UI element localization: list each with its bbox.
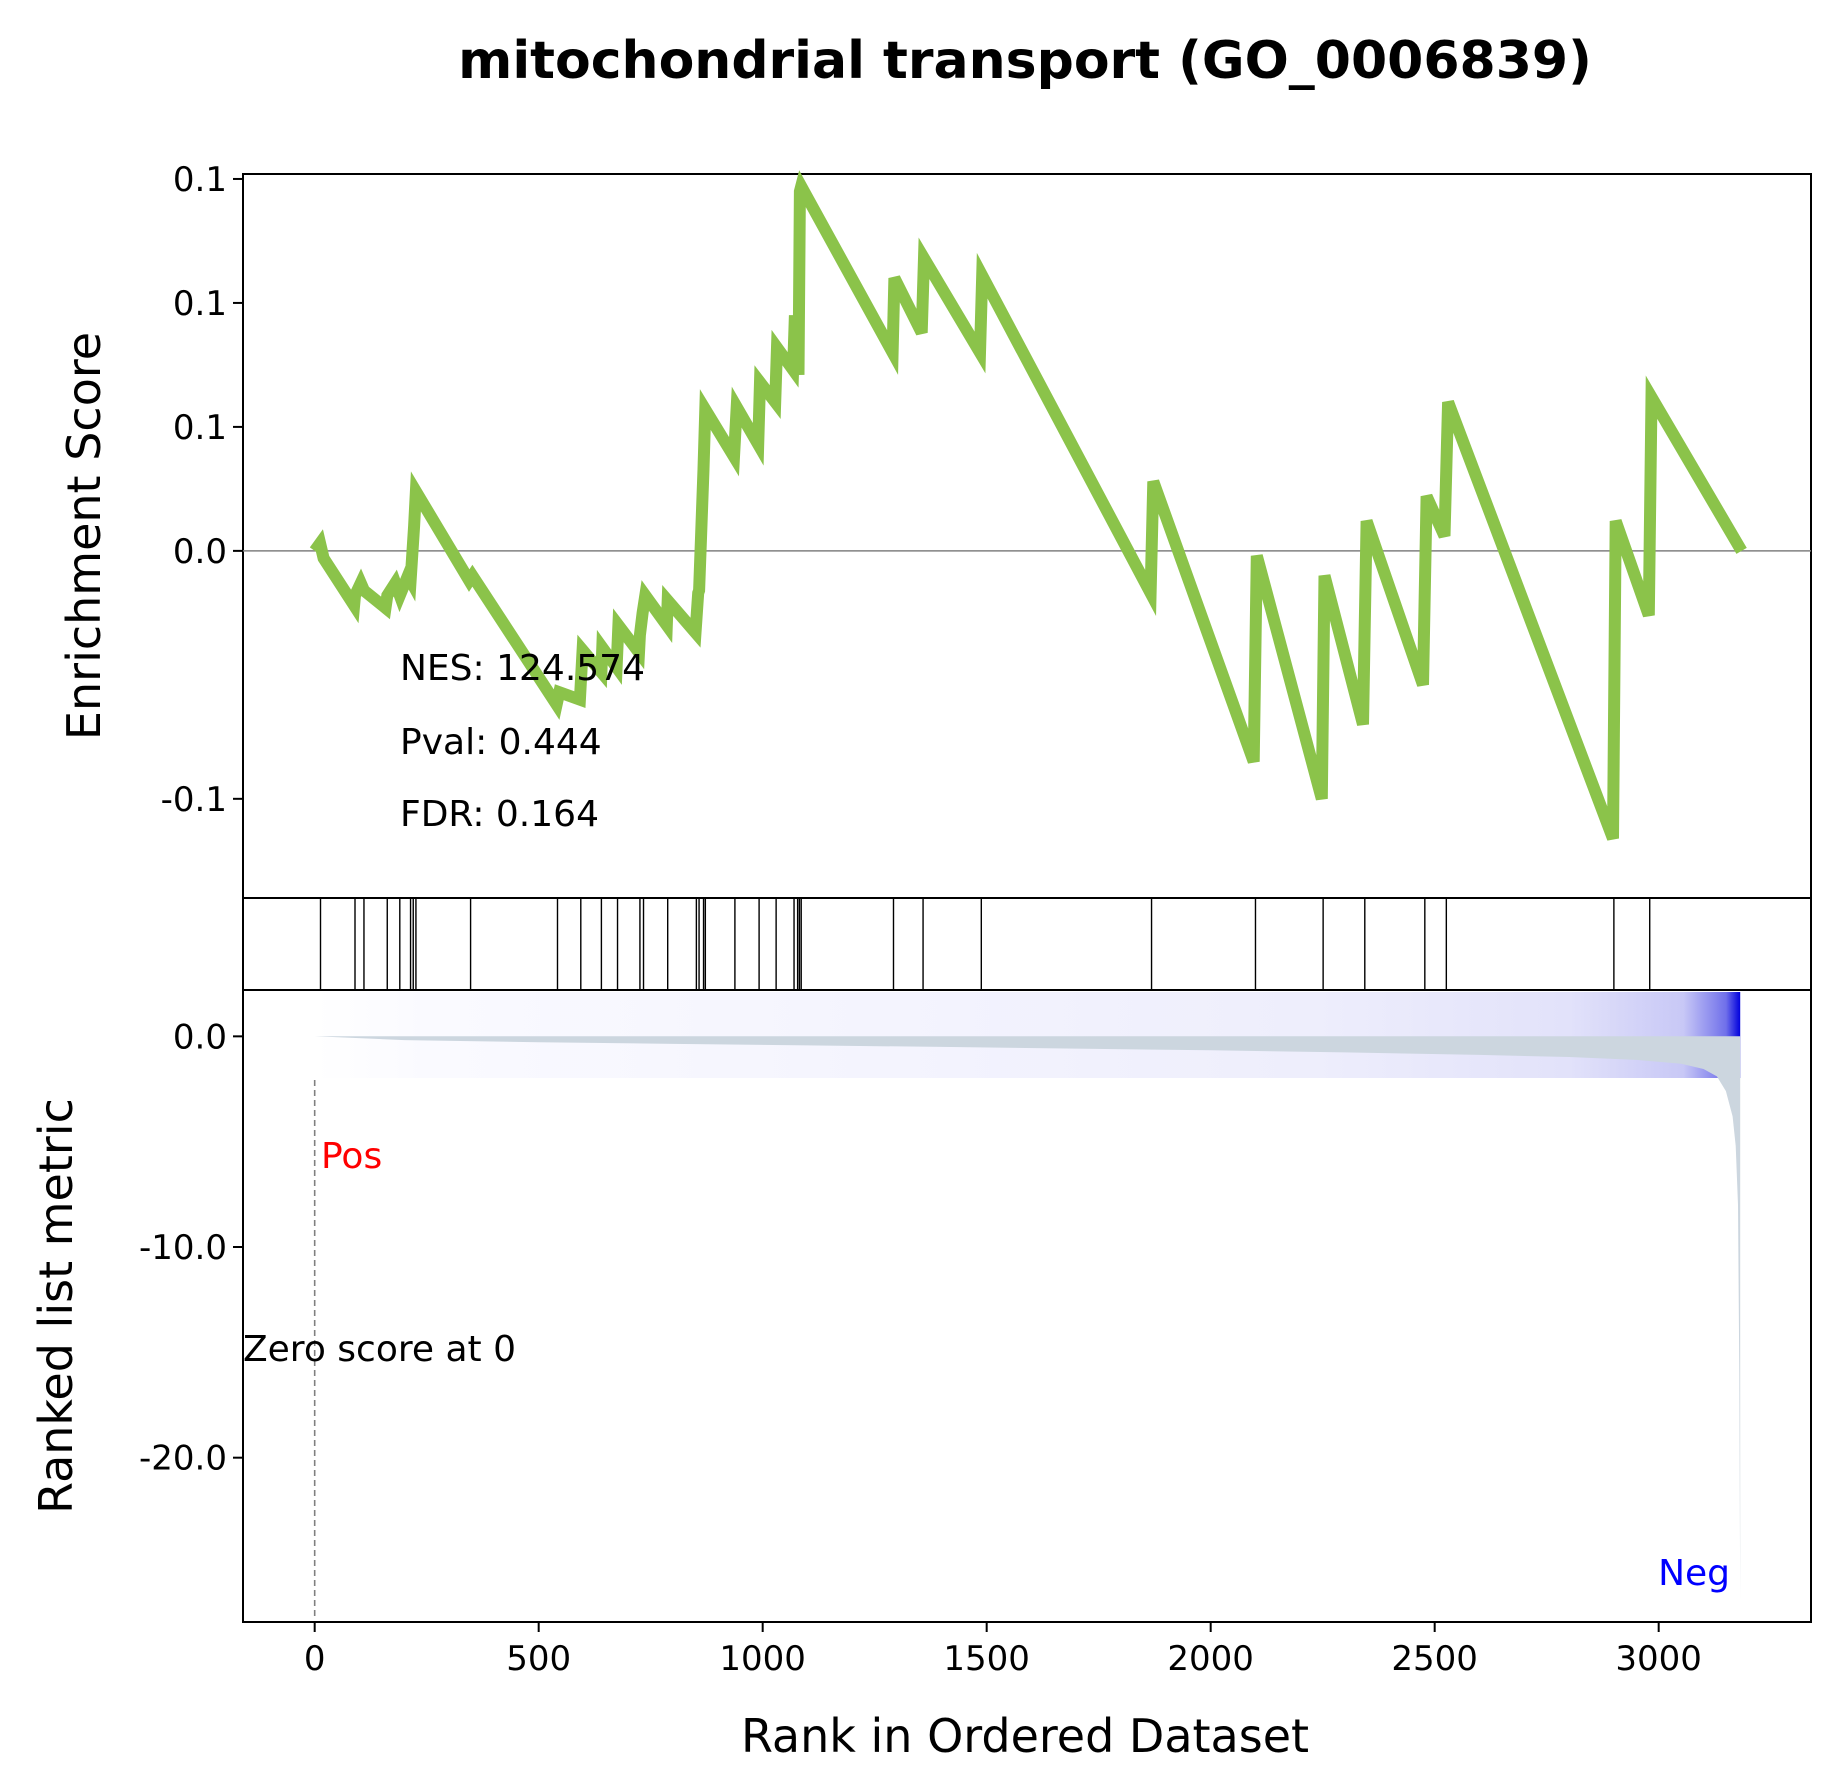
zero-score-annotation: Zero score at 0 [243, 1329, 516, 1370]
chart-title: mitochondrial transport (GO_0006839) [458, 31, 1592, 91]
x-tick-label-0: 0 [304, 1639, 326, 1679]
metric-y-tick-label-1: -10.0 [139, 1228, 227, 1268]
ranked-metric-area [314, 1036, 1741, 1601]
x-tick-label-2: 1000 [719, 1639, 806, 1679]
es-y-ticks: -0.1 0.0 0.1 0.1 0.1 [161, 160, 243, 820]
es-y-tick-label-4: 0.1 [173, 160, 227, 200]
enrichment-score-line [309, 170, 1747, 841]
ranked-metric-panel: 0.0 -10.0 -20.0 Zero score at 0 Pos Neg Ra… [29, 989, 1812, 1623]
es-y-tick-label-0: -0.1 [161, 780, 227, 820]
es-y-tick-label-1: 0.0 [173, 532, 227, 572]
x-tick-label-1: 500 [506, 1639, 571, 1679]
hits-panel-frame [242, 897, 1812, 991]
rank-heatmap-strip [314, 992, 1741, 1078]
hit-lines [319, 898, 1651, 990]
metric-y-axis-label: Ranked list metric [29, 1098, 83, 1514]
es-y-tick-label-3: 0.1 [173, 284, 227, 324]
es-y-tick-label-2: 0.1 [173, 408, 227, 448]
pval-annotation: Pval: 0.444 [400, 722, 602, 763]
fdr-annotation: FDR: 0.164 [400, 794, 599, 835]
x-tick-label-3: 1500 [943, 1639, 1030, 1679]
metric-y-tick-label-0: 0.0 [173, 1017, 227, 1057]
metric-y-tick-label-2: -20.0 [139, 1439, 227, 1479]
nes-annotation: NES: 124.574 [400, 648, 645, 689]
enrichment-panel-frame [242, 173, 1812, 899]
es-y-axis-label: Enrichment Score [57, 332, 111, 740]
metric-y-ticks: 0.0 -10.0 -20.0 [139, 1017, 243, 1479]
x-tick-label-4: 2000 [1167, 1639, 1254, 1679]
pos-label: Pos [321, 1136, 382, 1177]
neg-label: Neg [1658, 1553, 1730, 1594]
x-tick-label-6: 3000 [1615, 1639, 1702, 1679]
ranked-metric-panel-frame [242, 990, 1812, 1623]
x-axis-label: Rank in Ordered Dataset [741, 1709, 1309, 1763]
x-tick-label-5: 2500 [1391, 1639, 1478, 1679]
x-axis-ticks: 0 500 1000 1500 2000 2500 3000 [304, 1622, 1702, 1679]
enrichment-panel: -0.1 0.0 0.1 0.1 0.1 NES: 124.574 Pval: 0.44… [57, 160, 1812, 899]
stats-annotations: NES: 124.574 Pval: 0.444 FDR: 0.164 [400, 648, 645, 835]
hits-panel [242, 897, 1812, 991]
